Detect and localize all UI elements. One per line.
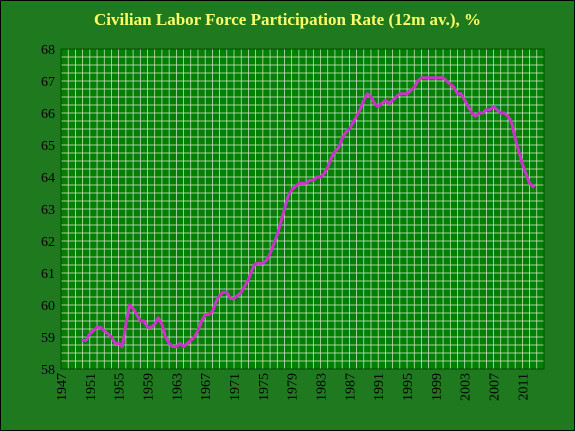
y-axis: 58 59 60 61 62 63 64 65 66 67 68 <box>41 43 55 378</box>
x-tick-label: 1963 <box>170 373 185 401</box>
x-tick-label: 1975 <box>257 373 272 401</box>
x-tick-label: 1959 <box>142 373 157 401</box>
y-tick-label: 68 <box>41 43 55 58</box>
y-tick-label: 67 <box>41 75 55 90</box>
x-tick-label: 1983 <box>315 373 330 401</box>
x-tick-label: 1995 <box>401 373 416 401</box>
y-tick-label: 60 <box>41 299 55 314</box>
y-tick-label: 65 <box>41 139 55 154</box>
y-tick-label: 58 <box>41 363 55 378</box>
x-tick-label: 1999 <box>430 373 445 401</box>
x-tick-label: 1967 <box>199 373 214 401</box>
y-tick-label: 62 <box>41 235 55 250</box>
x-tick-label: 1991 <box>372 373 387 401</box>
y-tick-label: 64 <box>41 171 55 186</box>
y-tick-label: 61 <box>41 267 55 282</box>
y-tick-label: 59 <box>41 331 55 346</box>
grid <box>60 48 545 370</box>
y-tick-label: 66 <box>41 107 55 122</box>
chart-title: Civilian Labor Force Participation Rate … <box>93 10 482 29</box>
x-tick-label: 1947 <box>55 373 70 401</box>
x-axis: 1947 1951 1955 1959 1963 1967 1971 1975 1979 1983… <box>55 373 531 401</box>
series-line <box>81 76 535 349</box>
plot-border <box>60 48 545 370</box>
x-tick-label: 1979 <box>286 373 301 401</box>
x-tick-label: 2007 <box>488 373 503 401</box>
x-tick-label: 1987 <box>343 373 358 401</box>
x-tick-label: 1955 <box>113 373 128 401</box>
x-tick-label: 2003 <box>459 373 474 401</box>
x-tick-label: 1971 <box>228 373 243 401</box>
x-tick-label: 2011 <box>516 373 531 400</box>
x-tick-label: 1951 <box>84 373 99 401</box>
series-layer <box>81 76 535 349</box>
y-tick-label: 63 <box>41 203 55 218</box>
